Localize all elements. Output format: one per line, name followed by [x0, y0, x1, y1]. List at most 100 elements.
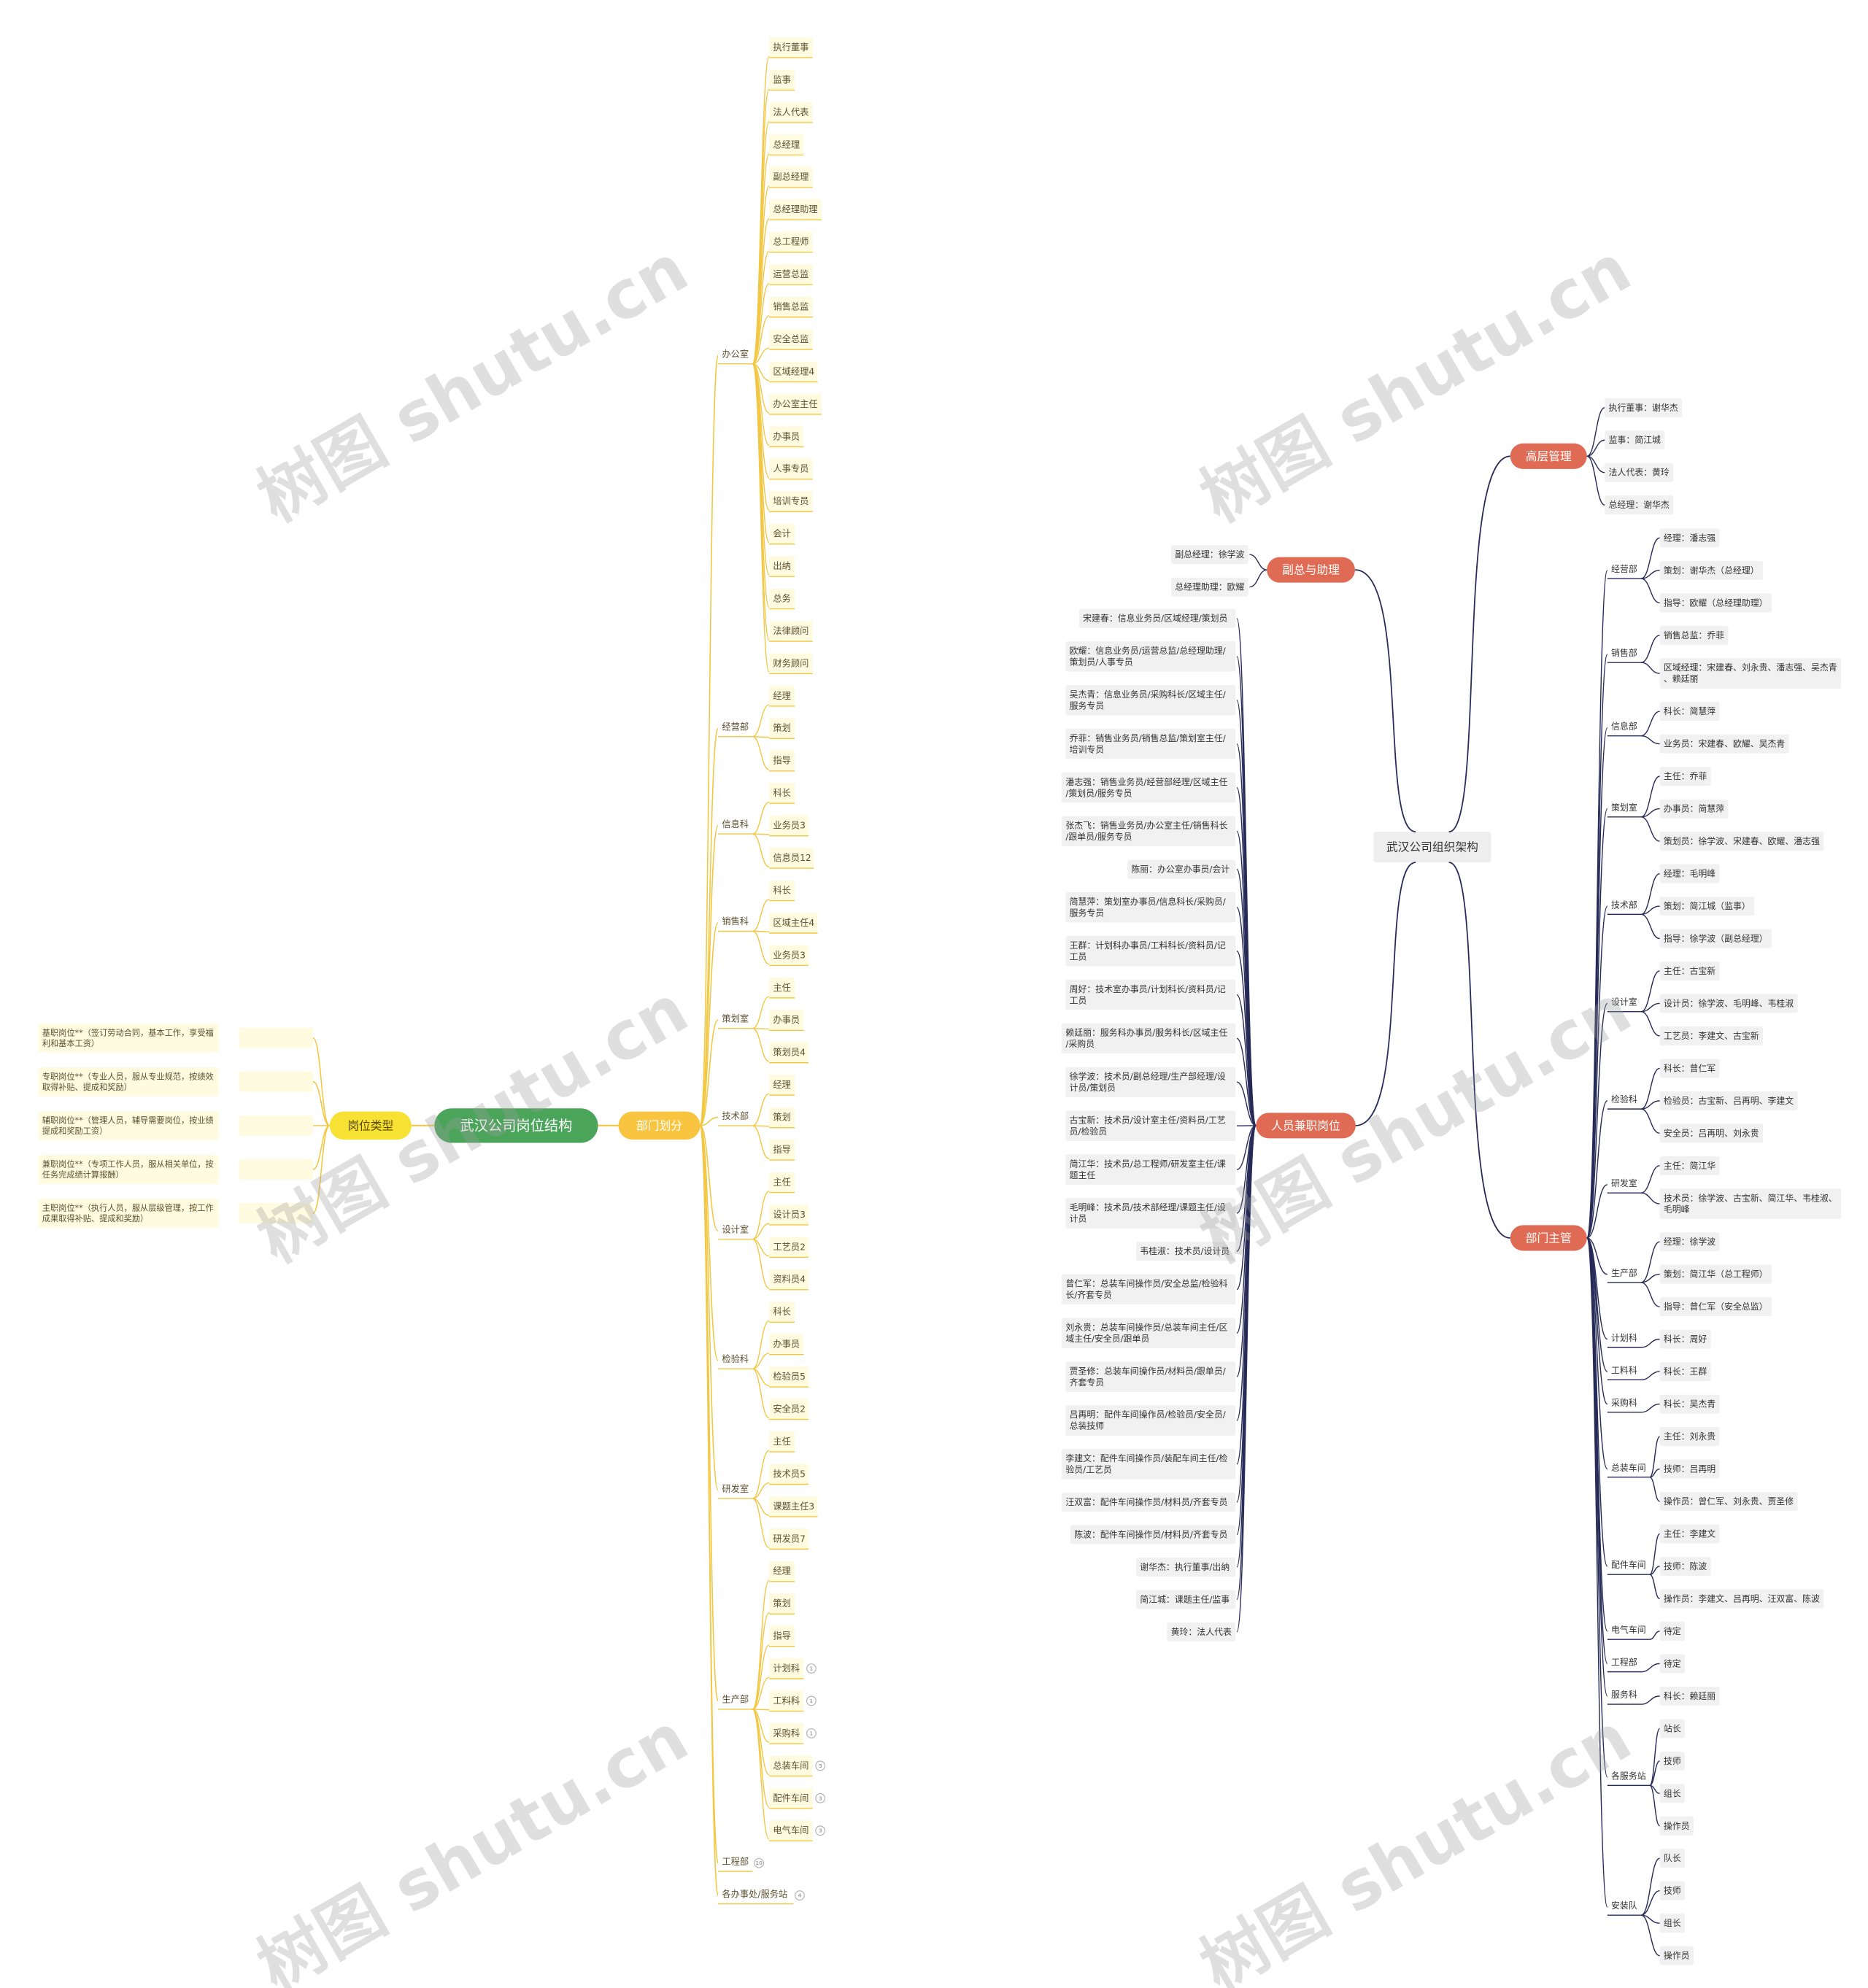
- position-item-box: [769, 977, 795, 998]
- head-item: 主任：刘永贵: [1664, 1431, 1715, 1442]
- connector: [1640, 1695, 1660, 1705]
- part-time-item-line: 张杰飞：销售业务员/办公室主任/销售科长: [1065, 821, 1227, 831]
- department-label: 检验科: [722, 1353, 749, 1364]
- position-item: 安全总监: [773, 333, 808, 344]
- connector: [1586, 1237, 1608, 1275]
- collapse-badge: [806, 1663, 817, 1674]
- collapse-count: 10: [755, 1860, 763, 1866]
- part-time-item-line: 谢华杰：执行董事/出纳: [1140, 1562, 1230, 1572]
- part-time-item-box: [1135, 1590, 1236, 1609]
- part-time-item: 刘永贵：总装车间操作员/总装车间主任/区域主任/安全员/跟单员: [1065, 1322, 1227, 1343]
- connector: [312, 1081, 331, 1126]
- connector: [312, 1037, 331, 1126]
- part-time-item-line: 刘永贵：总装车间操作员/总装车间主任/区: [1065, 1322, 1227, 1332]
- connector: [1236, 1125, 1257, 1633]
- head-item: 操作员: [1664, 1951, 1690, 1961]
- head-item-line: 区域经理：宋建春、刘永贵、潘志强、吴杰青: [1664, 662, 1837, 673]
- position-item: 业务员3: [773, 820, 806, 831]
- head-item-line: 组长: [1664, 1788, 1681, 1798]
- position-item-box: [769, 1042, 809, 1063]
- position-item-line: 经理: [773, 1566, 791, 1577]
- head-item: 待定: [1664, 1626, 1681, 1636]
- connector: [1586, 1237, 1608, 1908]
- department-label-line: 安装队: [1611, 1900, 1637, 1911]
- position-item-line: 总经理助理: [773, 204, 817, 214]
- head-item-box: [1659, 1362, 1711, 1382]
- head-item: 安全员：吕再明、刘永贵: [1664, 1128, 1759, 1138]
- connector: [1640, 905, 1660, 915]
- connector: [1640, 1241, 1660, 1283]
- connector: [1649, 1477, 1660, 1502]
- head-item-box: [1659, 1654, 1685, 1674]
- position-item-box: [769, 426, 804, 447]
- branch-node-shape: [1256, 1113, 1356, 1139]
- connector: [1640, 913, 1660, 940]
- position-item-line: 办事员: [773, 430, 800, 441]
- connector: [752, 1320, 770, 1370]
- position-item: 办公室主任: [773, 398, 817, 409]
- head-item-line: 操作员: [1664, 1821, 1690, 1831]
- connector: [1586, 808, 1608, 1239]
- position-item-box: [769, 1722, 804, 1744]
- position-item-box: [769, 1431, 795, 1453]
- department-label-line: 信息部: [1611, 722, 1637, 732]
- position-item: 科长: [773, 788, 791, 798]
- head-item-line: 技师：陈波: [1664, 1561, 1707, 1571]
- type-item-box: [38, 1155, 219, 1184]
- position-item: 研发员7: [773, 1533, 806, 1544]
- department-label: 经营部: [722, 722, 749, 732]
- position-item-line: 策划: [773, 1598, 791, 1609]
- connector: [1236, 1037, 1257, 1126]
- department-label-line: 各办事处/服务站: [722, 1888, 787, 1899]
- connector: [752, 1190, 770, 1240]
- head-item-line: 策划：谢华杰（总经理）: [1664, 565, 1759, 576]
- head-item: 经理：徐学波: [1664, 1237, 1715, 1247]
- part-time-item-box: [1065, 641, 1236, 672]
- position-item: 配件车间: [773, 1792, 808, 1803]
- position-item-box: [769, 36, 813, 58]
- department-label-line: 服务科: [1611, 1690, 1637, 1700]
- position-item: 财务顾问: [773, 657, 808, 668]
- head-item-box: [1659, 832, 1824, 851]
- connector: [1649, 1533, 1661, 1575]
- head-item-line: 业务员：宋建春、欧耀、吴杰青: [1664, 739, 1786, 749]
- branch-node: 部门划分: [636, 1118, 682, 1132]
- position-item-box: [769, 1269, 809, 1290]
- head-item-box: [1659, 560, 1764, 580]
- collapse-badge: [806, 1695, 817, 1706]
- position-item-box: [769, 393, 822, 414]
- part-time-item-line: 长/齐套专员: [1065, 1290, 1112, 1300]
- position-item-line: 财务顾问: [773, 657, 808, 668]
- position-item: 信息员12: [773, 852, 811, 863]
- connector: [752, 363, 770, 673]
- position-item-line: 总务: [773, 592, 791, 603]
- department-label: 研发室: [1611, 1178, 1637, 1188]
- connector: [1448, 862, 1510, 1239]
- head-item-line: 经理：毛明峰: [1664, 869, 1715, 879]
- connector: [752, 1125, 770, 1159]
- department-label: 电气车间: [1611, 1625, 1646, 1635]
- part-time-item-line: 毛明峰：技术员/技术部经理/课题主任/设: [1070, 1202, 1226, 1212]
- head-item: 组长: [1664, 1918, 1681, 1928]
- position-item-line: 培训专员: [773, 495, 808, 506]
- part-time-item-box: [1062, 816, 1236, 847]
- head-item: 指导：徐学波（副总经理）: [1664, 934, 1768, 944]
- connector: [1640, 735, 1660, 745]
- position-item-line: 安全员2: [773, 1404, 806, 1415]
- department-label-line: 检验科: [1611, 1094, 1637, 1105]
- head-item-box: [1659, 1188, 1842, 1219]
- department-label: 各服务站: [1611, 1771, 1646, 1781]
- head-item-line: 主任：古宝新: [1664, 966, 1715, 976]
- position-item-line: 经理: [773, 691, 791, 701]
- department-label-line: 工料科: [1611, 1365, 1637, 1375]
- part-time-item-box: [1065, 892, 1236, 923]
- head-item: 操作员：李建文、吕再明、汪双富、陈波: [1664, 1593, 1820, 1604]
- part-time-item: 陈丽：办公室办事员/会计: [1131, 865, 1230, 875]
- head-item: 区域经理：宋建春、刘永贵、潘志强、吴杰青、赖廷丽: [1664, 662, 1837, 684]
- position-item: 业务员3: [773, 949, 806, 960]
- connector: [1586, 1184, 1608, 1239]
- head-item: 经理：毛明峰: [1664, 869, 1715, 879]
- assignment-item-line: 副总经理：徐学波: [1175, 549, 1244, 560]
- head-item-line: 销售总监：乔菲: [1664, 630, 1724, 641]
- head-item-box: [1659, 528, 1720, 548]
